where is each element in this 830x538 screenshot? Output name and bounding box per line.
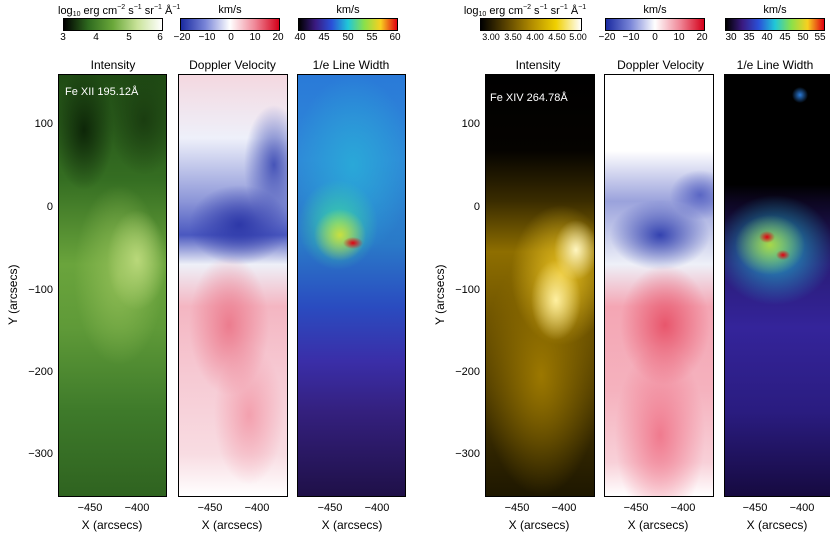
- fe12-linewidth-image: [297, 74, 406, 497]
- cb-tick: 45: [779, 32, 791, 43]
- x-tick: −400: [124, 502, 150, 514]
- x-axis-label: X (arcsecs): [201, 518, 263, 532]
- cb-tick: 3: [60, 32, 66, 43]
- cb-tick: 0: [652, 32, 658, 43]
- left-width-colorbar-title: km/s: [336, 4, 360, 16]
- y-tick: −100: [28, 284, 53, 296]
- x-tick: −400: [364, 502, 390, 514]
- cb-tick: 20: [696, 32, 708, 43]
- cb-tick: 55: [814, 32, 826, 43]
- y-tick: 0: [46, 201, 53, 213]
- x-axis-label: X (arcsecs): [81, 518, 143, 532]
- right-figure: log10 erg cm−2 s−1 sr−1 Å−1 3.00 3.50 4.…: [415, 0, 830, 538]
- left-doppler-colorbar-title: km/s: [218, 4, 242, 16]
- cb-tick: 4: [93, 32, 99, 43]
- left-width-colorbar: [298, 18, 398, 31]
- y-tick: −200: [455, 366, 480, 378]
- x-tick: −450: [77, 502, 103, 514]
- left-intensity-colorbar: [63, 18, 163, 31]
- x-tick: −450: [317, 502, 343, 514]
- fe14-linewidth-image: [724, 74, 830, 497]
- cb-tick: 10: [673, 32, 685, 43]
- cb-tick: 40: [761, 32, 773, 43]
- right-doppler-colorbar-title: km/s: [643, 4, 667, 16]
- right-doppler-colorbar: [605, 18, 705, 31]
- cb-tick: 3.50: [504, 32, 522, 42]
- right-width-colorbar-title: km/s: [763, 4, 787, 16]
- panel-title: Intensity: [515, 58, 561, 72]
- cb-tick: 30: [725, 32, 737, 43]
- y-tick: 100: [461, 118, 480, 130]
- cb-tick: −20: [598, 32, 616, 43]
- cb-tick: 3.00: [482, 32, 500, 42]
- cb-tick: 40: [294, 32, 306, 43]
- cb-tick: 4.50: [548, 32, 566, 42]
- cb-tick: 5: [126, 32, 132, 43]
- cb-tick: −20: [173, 32, 191, 43]
- left-figure: log10 erg cm−2 s−1 sr−1 Å−1 3 4 5 6 km/s…: [6, 4, 406, 532]
- fe14-line-label: Fe XIV 264.78Å: [490, 92, 568, 104]
- cb-tick: 35: [743, 32, 755, 43]
- y-tick: 0: [473, 201, 480, 213]
- x-tick: −400: [670, 502, 696, 514]
- y-tick: −200: [28, 366, 53, 378]
- cb-tick: 10: [249, 32, 261, 43]
- cb-tick: 50: [342, 32, 354, 43]
- x-axis-label: X (arcsecs): [627, 518, 689, 532]
- y-tick: −300: [28, 448, 53, 460]
- x-tick: −450: [197, 502, 223, 514]
- panel-title: 1/e Line Width: [736, 58, 814, 72]
- x-tick: −400: [244, 502, 270, 514]
- y-tick: −100: [455, 284, 480, 296]
- x-tick: −450: [623, 502, 649, 514]
- x-axis-label: X (arcsecs): [321, 518, 383, 532]
- cb-tick: 55: [366, 32, 378, 43]
- panel-title: 1/e Line Width: [312, 58, 390, 72]
- cb-tick: 50: [797, 32, 809, 43]
- fe12-doppler-image: [178, 74, 288, 497]
- cb-tick: 5.00: [569, 32, 587, 42]
- left-intensity-colorbar-title: log10 erg cm−2 s−1 sr−1 Å−1: [58, 4, 181, 18]
- x-tick: −400: [789, 502, 815, 514]
- panel-title: Intensity: [90, 58, 136, 72]
- fe12-line-label: Fe XII 195.12Å: [65, 86, 139, 98]
- left-doppler-colorbar: [180, 18, 280, 31]
- fe12-intensity-image: [58, 74, 167, 497]
- y-tick: 100: [34, 118, 53, 130]
- right-intensity-colorbar-title: log10 erg cm−2 s−1 sr−1 Å−1: [463, 4, 587, 18]
- cb-tick: 4.00: [526, 32, 544, 42]
- x-axis-label: X (arcsecs): [746, 518, 808, 532]
- x-axis-label: X (arcsecs): [508, 518, 570, 532]
- fe14-doppler-image: [604, 74, 714, 497]
- x-tick: −400: [551, 502, 577, 514]
- right-width-colorbar: [725, 18, 825, 31]
- cb-tick: 20: [272, 32, 284, 43]
- cb-tick: 0: [228, 32, 234, 43]
- y-tick: −300: [455, 448, 480, 460]
- cb-tick: 60: [389, 32, 401, 43]
- right-intensity-colorbar: [480, 18, 582, 31]
- panel-title: Doppler Velocity: [189, 58, 276, 72]
- fe14-intensity-image: [485, 74, 595, 497]
- x-tick: −450: [742, 502, 768, 514]
- cb-tick: 45: [318, 32, 330, 43]
- cb-tick: −10: [622, 32, 640, 43]
- cb-tick: 6: [157, 32, 163, 43]
- panel-title: Doppler Velocity: [617, 58, 704, 72]
- x-tick: −450: [504, 502, 530, 514]
- cb-tick: −10: [198, 32, 216, 43]
